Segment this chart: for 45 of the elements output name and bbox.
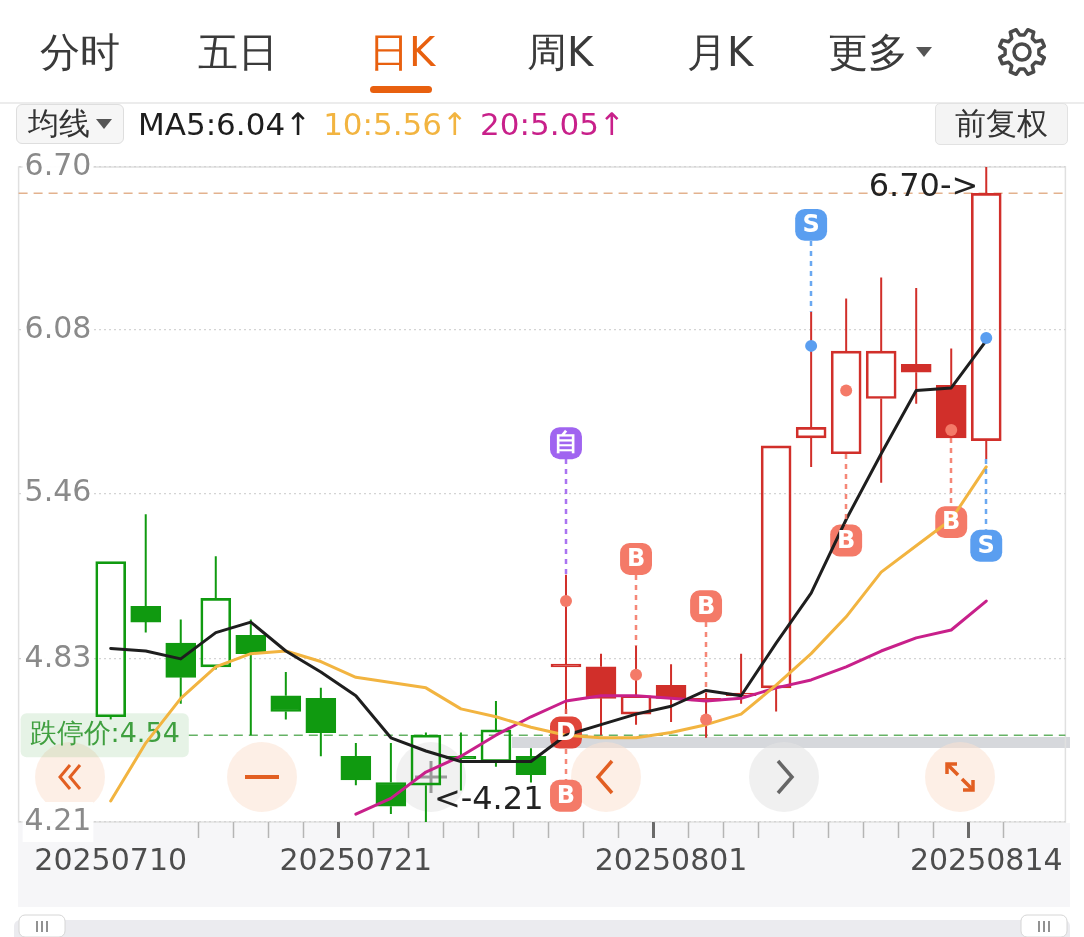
data-label: B <box>837 525 856 554</box>
point <box>559 595 572 608</box>
text: 20:5.05↑ <box>480 106 625 142</box>
data-label: S <box>977 531 995 560</box>
data-label: B <box>626 544 646 573</box>
candlestick <box>130 513 162 634</box>
data-label: 自 <box>553 428 578 457</box>
tab-label: 月K <box>686 28 754 76</box>
data-label: B <box>556 780 576 809</box>
candlestick <box>340 742 372 787</box>
tab-label: 更多 <box>828 28 908 76</box>
point <box>840 384 853 397</box>
y-tick-label: 5.46 <box>24 472 92 508</box>
data-label: B <box>942 507 961 536</box>
candlestick <box>900 287 932 405</box>
candlestick <box>270 671 302 721</box>
y-tick-label: 6.70 <box>24 146 92 182</box>
point <box>980 331 993 344</box>
tab-label: 周K <box>526 28 594 76</box>
point <box>700 713 713 726</box>
candlestick <box>655 663 687 724</box>
x-tick-label: 20250710 <box>34 841 188 877</box>
candlestick <box>305 686 337 758</box>
data-label: S <box>802 210 820 239</box>
y-tick-label: 4.21 <box>24 801 92 837</box>
tab-label: 日K <box>368 28 436 76</box>
option-button: 前复权 <box>935 103 1068 145</box>
y-tick-label: 6.08 <box>24 309 92 345</box>
point <box>945 424 958 437</box>
annotation: <-4.21 <box>433 779 544 818</box>
text: MA5:6.04↑ <box>138 106 312 142</box>
x-tick-label: 20250801 <box>594 841 748 877</box>
y-tick-label: 4.83 <box>24 638 92 674</box>
tab-label: 五日 <box>198 28 278 76</box>
point <box>805 339 818 352</box>
point <box>630 668 643 681</box>
annotation: 6.70-> <box>868 166 979 205</box>
candlestick <box>235 618 267 737</box>
text: 10:5.56↑ <box>323 106 469 142</box>
tab-label: 分时 <box>40 28 120 76</box>
candlestick <box>585 652 617 737</box>
x-tick-label: 20250721 <box>279 841 433 877</box>
dropdown-button: 均线 <box>16 104 124 144</box>
data-label: B <box>696 591 716 620</box>
x-tick-label: 20250814 <box>909 841 1063 877</box>
